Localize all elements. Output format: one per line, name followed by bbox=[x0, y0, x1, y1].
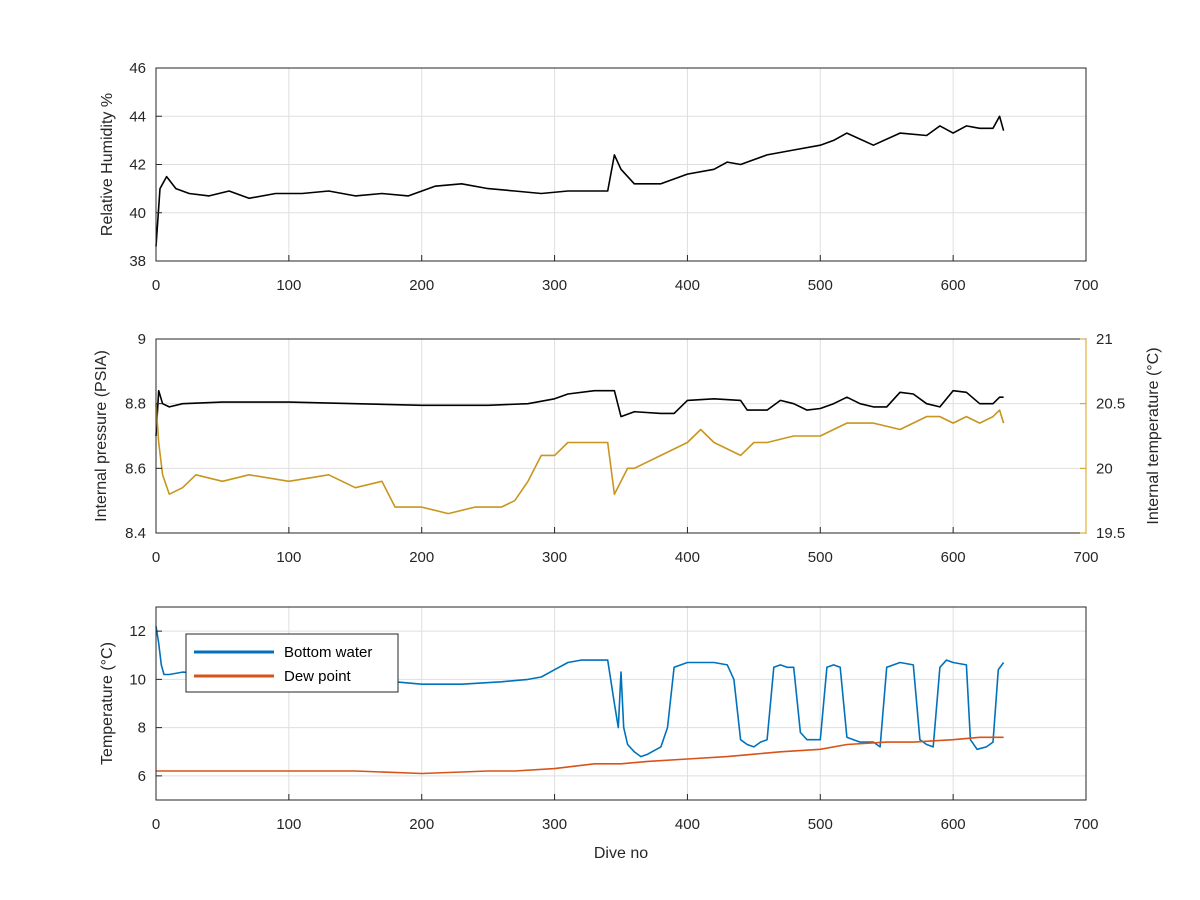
legend-label: Dew point bbox=[284, 668, 352, 685]
series-line-dew-point bbox=[156, 736, 1004, 775]
x-tick-label: 300 bbox=[542, 816, 567, 833]
x-tick-label: 700 bbox=[1073, 277, 1098, 294]
x-tick-label: 400 bbox=[675, 816, 700, 833]
right-y-tick-label: 20 bbox=[1096, 460, 1113, 477]
chart-panel-3 bbox=[155, 606, 1087, 801]
x-tick-label: 500 bbox=[808, 277, 833, 294]
y-axis-label: Temperature (°C) bbox=[99, 642, 116, 765]
x-tick-label: 0 bbox=[152, 816, 160, 833]
y-tick-label: 8 bbox=[138, 720, 146, 737]
x-tick-label: 200 bbox=[409, 277, 434, 294]
y-tick-label: 38 bbox=[129, 253, 146, 270]
y-tick-label: 8.6 bbox=[125, 460, 146, 477]
right-y-tick-label: 19.5 bbox=[1096, 525, 1125, 542]
x-tick-label: 100 bbox=[276, 816, 301, 833]
legend-label: Bottom water bbox=[284, 644, 372, 661]
right-y-tick-label: 21 bbox=[1096, 331, 1113, 348]
y-tick-label: 44 bbox=[129, 108, 146, 125]
y-tick-label: 6 bbox=[138, 768, 146, 785]
y-tick-label: 8.4 bbox=[125, 525, 146, 542]
chart-panel-1 bbox=[155, 67, 1087, 262]
y-tick-label: 10 bbox=[129, 671, 146, 688]
y-tick-label: 8.8 bbox=[125, 396, 146, 413]
y-axis-label: Relative Humidity % bbox=[99, 93, 116, 236]
series-line-1 bbox=[155, 115, 1005, 247]
axes-frame bbox=[155, 606, 1087, 801]
y-tick-label: 9 bbox=[138, 331, 146, 348]
x-tick-label: 100 bbox=[276, 549, 301, 566]
x-tick-label: 700 bbox=[1073, 816, 1098, 833]
y-tick-label: 40 bbox=[129, 205, 146, 222]
x-axis-label: Dive no bbox=[594, 845, 648, 862]
x-tick-label: 100 bbox=[276, 277, 301, 294]
series-line-bottom-water bbox=[155, 626, 1005, 758]
x-tick-label: 500 bbox=[808, 549, 833, 566]
x-tick-label: 200 bbox=[409, 816, 434, 833]
y-tick-label: 46 bbox=[129, 60, 146, 77]
x-tick-label: 0 bbox=[152, 277, 160, 294]
series-line-1 bbox=[155, 389, 1004, 437]
x-tick-label: 400 bbox=[675, 549, 700, 566]
x-tick-label: 300 bbox=[542, 277, 567, 294]
right-y-axis-label: Internal temperature (°C) bbox=[1145, 347, 1162, 524]
x-tick-label: 500 bbox=[808, 816, 833, 833]
y-axis-label: Internal pressure (PSIA) bbox=[93, 350, 110, 522]
series-line-2 bbox=[155, 403, 1005, 515]
y-tick-label: 12 bbox=[129, 623, 146, 640]
x-tick-label: 400 bbox=[675, 277, 700, 294]
x-tick-label: 600 bbox=[941, 816, 966, 833]
x-tick-label: 700 bbox=[1073, 549, 1098, 566]
plot-area bbox=[156, 339, 1086, 533]
right-y-tick-label: 20.5 bbox=[1096, 396, 1125, 413]
x-tick-label: 0 bbox=[152, 549, 160, 566]
x-tick-label: 600 bbox=[941, 549, 966, 566]
y-tick-label: 42 bbox=[129, 157, 146, 174]
chart-panel-2 bbox=[155, 338, 1087, 534]
x-tick-label: 200 bbox=[409, 549, 434, 566]
x-tick-label: 300 bbox=[542, 549, 567, 566]
x-tick-label: 600 bbox=[941, 277, 966, 294]
legend-box bbox=[185, 633, 399, 693]
